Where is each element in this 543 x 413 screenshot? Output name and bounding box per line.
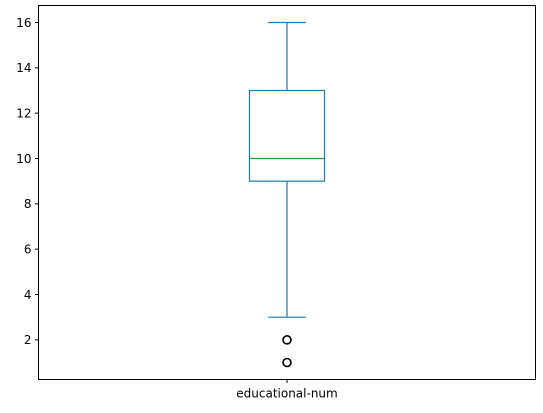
x-axis: educational-num xyxy=(236,379,338,401)
y-tick-label: 14 xyxy=(16,61,31,75)
y-tick-label: 10 xyxy=(16,152,31,166)
iqr-box xyxy=(248,89,326,182)
x-category-label: educational-num xyxy=(236,387,337,401)
y-tick-label: 4 xyxy=(24,288,32,302)
y-tick-label: 12 xyxy=(16,106,31,120)
box-group xyxy=(248,21,326,368)
y-tick-label: 8 xyxy=(24,197,32,211)
y-tick-label: 2 xyxy=(24,333,32,347)
y-tick-label: 16 xyxy=(16,16,31,30)
y-tick-label: 6 xyxy=(24,242,32,256)
y-axis: 2 4 6 8 10 12 14 16 xyxy=(16,16,39,347)
box-educational-num xyxy=(248,21,326,368)
outlier-point xyxy=(282,357,292,368)
outlier-point xyxy=(282,335,292,345)
